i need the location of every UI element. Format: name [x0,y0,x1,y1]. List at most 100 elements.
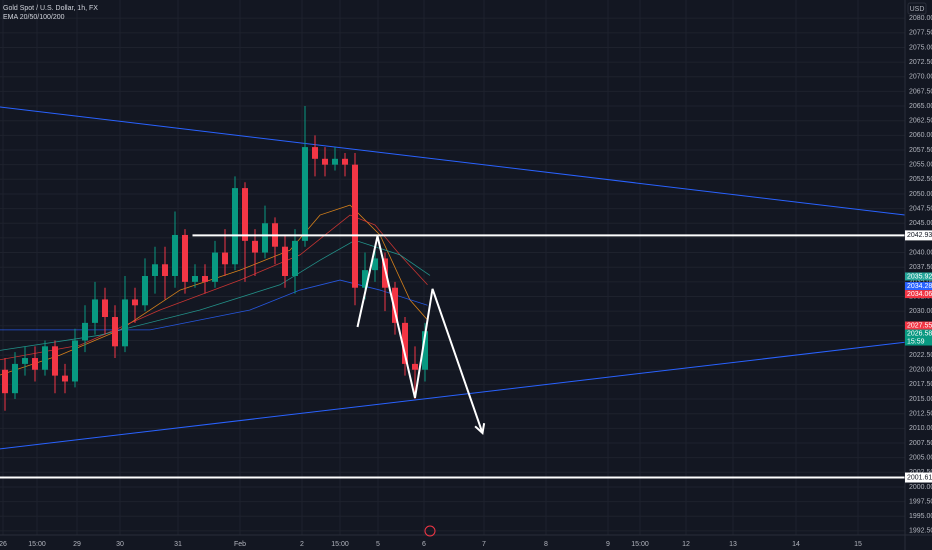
y-tick-label: 2030.00 [909,308,932,315]
replay-icon[interactable] [424,525,436,537]
price-tag-box [905,230,932,241]
x-tick-label: 15:00 [331,541,349,548]
candle-body [32,358,38,370]
candle-body [92,299,98,323]
candle-body [182,234,188,282]
y-tick-label: 2010.00 [909,425,932,432]
x-tick-label: 15:00 [28,541,46,548]
candle-body [82,322,88,341]
x-tick-label: Feb [234,541,246,548]
candle-body [12,363,18,394]
trendline [0,341,906,450]
candle-body [52,346,58,376]
candle-body [22,358,28,364]
candle-body [72,340,78,382]
candle-body [402,322,408,364]
candle-body [232,188,238,265]
price-tag-box [905,272,932,281]
trendline [0,106,906,216]
countdown: 15:59 [907,338,925,345]
x-tick-label: 15 [854,541,862,548]
candle-body [382,258,388,288]
candle-body [322,158,328,165]
y-tick-label: 2060.00 [909,132,932,139]
candle-body [302,147,308,241]
y-tick-label: 2005.00 [909,454,932,461]
candle-body [162,264,168,276]
y-tick-label: 1995.00 [909,513,932,520]
x-tick-label: 6 [422,541,426,548]
candle-body [372,258,378,271]
y-tick-label: 2070.00 [909,74,932,81]
grid [0,0,905,535]
y-tick-label: 2075.00 [909,44,932,51]
candle-body [202,275,208,282]
y-tick-label: 2020.00 [909,367,932,374]
arrow-head [474,423,486,436]
currency-box[interactable] [907,2,927,15]
y-tick-label: 2072.50 [909,59,932,66]
y-tick-label: 2015.00 [909,396,932,403]
candle-body [352,164,358,288]
axes: 2080.00 2077.50 2075.00 2072.50 2070.00 2067.… [0,15,932,548]
y-tick-label: 2065.00 [909,103,932,110]
candle-body [2,369,8,394]
x-tick-label: 29 [73,541,81,548]
price-tag-label: 2035.92 [907,273,932,280]
y-tick-label: 2047.50 [909,205,932,212]
candle-body [252,240,258,253]
y-tick-label: 2022.50 [909,352,932,359]
y-tick-label: 2062.50 [909,118,932,125]
candle-body [282,246,288,276]
candle-body [422,331,428,370]
candle-body [112,317,118,347]
candle-body [392,287,398,323]
candle-body [212,252,218,282]
x-tick-label: 13 [729,541,737,548]
candle-body [142,275,148,306]
y-tick-label: 2057.50 [909,147,932,154]
candle-body [102,299,108,318]
currency[interactable]: USD [910,6,925,13]
x-tick-label: 9 [606,541,610,548]
y-tick-label: 2037.50 [909,264,932,271]
price-tag-label: 2034.06 [907,291,932,298]
x-tick-label: 5 [376,541,380,548]
ema-line [0,279,428,331]
y-tick-label: 2050.00 [909,191,932,198]
ema-line [0,204,428,376]
price-tag-label: 2027.55 [907,322,932,329]
y-tick-label: 2055.00 [909,162,932,169]
y-tick-label: 2080.00 [909,15,932,22]
candle-body [172,234,178,276]
x-tick-label: 12 [682,541,690,548]
candle-body [412,363,418,370]
indicator-label: EMA 20/50/100/200 [3,14,65,21]
price-tag-label: 2026.58 [907,330,932,337]
y-tick-label: 2012.50 [909,411,932,418]
price-tag-label: 2001.61 [907,474,932,481]
candle-body [62,375,68,382]
countdown-box [905,337,932,346]
candle-body [42,346,48,370]
candle-body [342,158,348,165]
candle-body [362,270,368,288]
y-tick-label: 2040.00 [909,249,932,256]
y-tick-label: 1992.50 [909,528,932,535]
candle-body [332,158,338,165]
x-tick-label: 2 [300,541,304,548]
y-tick-label: 2000.00 [909,484,932,491]
candle-body [292,240,298,276]
candle-body [262,223,268,253]
y-tick-label: 2017.50 [909,381,932,388]
x-tick-label: 26 [0,541,7,548]
candle-body [122,299,128,347]
x-tick-label: 30 [116,541,124,548]
y-tick-label: 2077.50 [909,30,932,37]
candle-body [312,147,318,159]
candle-body [242,188,248,241]
price-tag-box [905,321,932,330]
price-tag-label: 2034.28 [907,283,932,290]
